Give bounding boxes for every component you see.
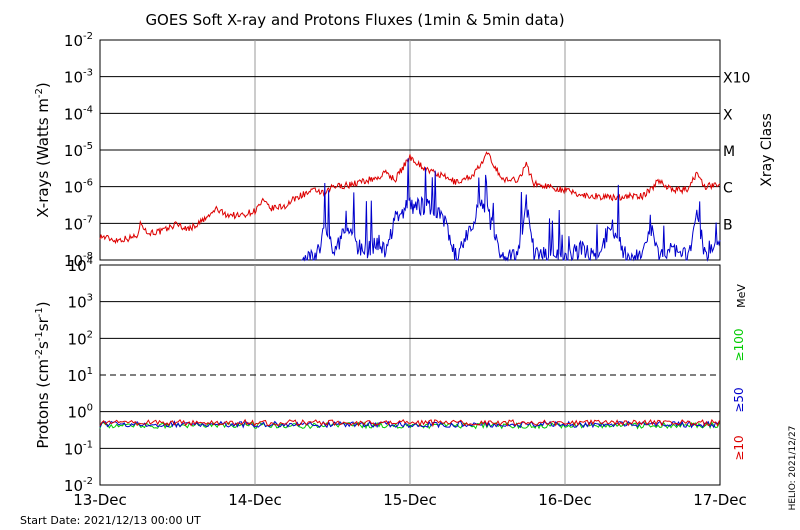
helio-date-label: HELIO: 2021/12/27 [788, 426, 798, 511]
x-tick-label: 14-Dec [228, 491, 282, 509]
proton-red-series-line [99, 418, 720, 428]
xray-class-label: C [723, 181, 733, 197]
xray-class-label: B [723, 217, 733, 233]
x-tick-label: 15-Dec [383, 491, 437, 509]
proton-y-tick-label: 10-2 [64, 476, 93, 495]
xray-y-tick-label: 10-6 [64, 178, 93, 197]
proton-y-tick-label: 10-1 [64, 439, 93, 458]
xray-class-label: X [723, 107, 733, 123]
xray-grid [100, 40, 720, 260]
xray-y-tick-label: 10-2 [64, 31, 93, 50]
proton-y-tick-labels: 104 103 102 101 100 10-1 10-2 [64, 256, 93, 495]
x-tick-label: 13-Dec [73, 491, 127, 509]
xray-class-axis-title: Xray Class [759, 113, 775, 187]
xray-y-axis-label: X-rays (Watts m-2) [34, 82, 52, 217]
xray-class-label: M [723, 144, 735, 160]
chart-title: GOES Soft X-ray and Protons Fluxes (1min… [145, 11, 564, 29]
energy-unit-label: MeV [735, 284, 748, 308]
x-tick-labels: 13-Dec 14-Dec 15-Dec 16-Dec 17-Dec [73, 491, 747, 509]
proton-y-axis-label: Protons (cm-2s-1sr-1) [34, 301, 52, 448]
xray-class-label: X10 [723, 71, 750, 87]
proton-y-tick-label: 104 [68, 256, 93, 275]
proton-series-group [99, 418, 720, 430]
xray-y-tick-label: 10-7 [64, 214, 93, 233]
proton-y-tick-label: 102 [68, 329, 93, 348]
proton-grid [100, 265, 720, 485]
proton-y-tick-label: 101 [68, 366, 93, 385]
xray-red-series-line [99, 151, 721, 245]
x-tick-label: 17-Dec [693, 491, 747, 509]
xray-y-tick-label: 10-5 [64, 141, 93, 160]
energy-label: ≥50 [732, 387, 746, 412]
xray-y-tick-label: 10-3 [64, 68, 93, 87]
energy-label: ≥10 [732, 435, 746, 460]
x-tick-label: 16-Dec [538, 491, 592, 509]
xray-y-tick-label: 10-4 [64, 104, 93, 123]
xray-series-group [99, 151, 721, 262]
proton-energy-labels: ≥100 ≥50 ≥10 [732, 329, 746, 461]
proton-blue-series-line [99, 420, 720, 429]
proton-y-tick-label: 100 [68, 403, 93, 422]
energy-label: ≥100 [732, 329, 746, 362]
start-date-label: Start Date: 2021/12/13 00:00 UT [20, 514, 201, 527]
xray-y-tick-label: 10-8 [64, 251, 93, 270]
proton-y-tick-label: 103 [68, 293, 93, 312]
xray-y-tick-labels: 10-2 10-3 10-4 10-5 10-6 10-7 10-8 [64, 31, 93, 270]
xray-class-labels: X10 X M C B [723, 71, 750, 234]
xray-blue-series-line [301, 158, 721, 262]
